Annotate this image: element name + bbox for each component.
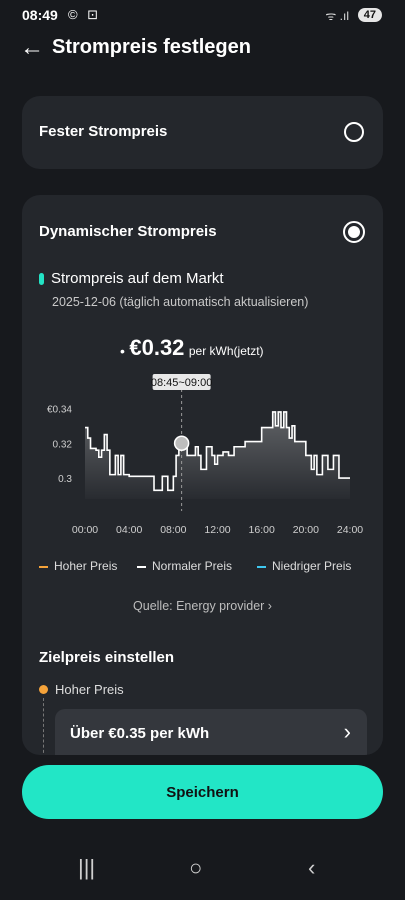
tooltip: 08:45~09:00 (151, 374, 212, 390)
x-tick-label: 00:00 (72, 524, 98, 536)
legend-low-swatch (257, 565, 266, 568)
y-tick-label: €0.34 (47, 404, 72, 415)
nav-back-icon[interactable]: ‹ (308, 855, 316, 880)
x-tick-label: 24:00 (337, 524, 363, 536)
legend-high: Hoher Preis (39, 559, 117, 573)
legend-normal-label: Normaler Preis (152, 559, 233, 573)
home-icon[interactable]: ○ (189, 855, 203, 880)
status-time: 08:49 (22, 7, 58, 23)
timeline-divider (43, 698, 44, 755)
price-bullet: • (120, 342, 125, 359)
recents-icon[interactable]: ||| (78, 855, 96, 880)
high-price-label: Hoher Preis (55, 682, 124, 697)
dynamic-price-label[interactable]: Dynamischer Strompreis (39, 223, 217, 240)
x-tick-label: 08:00 (160, 524, 186, 536)
legend-low: Niedriger Preis (257, 559, 351, 573)
current-price: • €0.32 per kWh(jetzt) (120, 335, 264, 361)
legend-normal-swatch (137, 565, 146, 568)
notification-icons: © ⊡ (68, 7, 102, 22)
chevron-right-icon: › (343, 719, 351, 744)
price-unit: per kWh(jetzt) (188, 344, 264, 358)
high-price-value: Über €0.35 per kWh (70, 725, 210, 742)
price-line (85, 411, 350, 492)
legend-high-label: Hoher Preis (54, 559, 118, 573)
price-chart[interactable]: €0.34 0.32 0.3 00:00 04:00 08:00 12:00 16:00 20:… (22, 371, 383, 551)
price-value: €0.32 (129, 335, 185, 360)
market-date: 2025-12-06 (täglich automatisch aktualis… (52, 295, 309, 309)
legend-high-swatch (39, 565, 48, 568)
target-price-title: Zielpreis einstellen (39, 649, 175, 666)
status-bar: 08:49 © ⊡ ᯤ .ıl 47 (0, 0, 405, 30)
x-tick-label: 04:00 (116, 524, 142, 536)
x-tick-label: 16:00 (249, 524, 275, 536)
fixed-price-option[interactable]: Fester Strompreis (22, 96, 383, 169)
high-price-setting[interactable]: Über €0.35 per kWh › (55, 709, 367, 755)
market-indicator (39, 273, 44, 285)
fixed-price-radio[interactable] (344, 122, 364, 142)
x-tick-label: 12:00 (204, 524, 230, 536)
fixed-price-label: Fester Strompreis (39, 123, 168, 140)
save-button[interactable]: Speichern (22, 765, 383, 819)
header: ← Strompreis festlegen (0, 32, 405, 66)
y-tick-label: 0.3 (58, 474, 72, 485)
battery-icon: 47 (357, 8, 382, 22)
legend-normal: Normaler Preis (137, 559, 232, 573)
high-price-dot (39, 685, 48, 694)
legend-low-label: Niedriger Preis (272, 559, 352, 573)
market-title: Strompreis auf dem Markt (51, 270, 224, 287)
dynamic-price-option: Dynamischer Strompreis Strompreis auf de… (22, 195, 383, 755)
signal-icon: ᯤ .ıl (325, 9, 349, 23)
system-nav-bar: ||| ○ ‹ (0, 855, 405, 895)
page-title: Strompreis festlegen (52, 36, 251, 58)
back-arrow-icon[interactable]: ← (20, 34, 44, 61)
x-tick-label: 20:00 (293, 524, 319, 536)
source-link[interactable]: Quelle: Energy provider › (133, 599, 272, 613)
tooltip-label: 08:45~09:00 (151, 377, 212, 389)
highlight-point[interactable] (173, 435, 190, 452)
dynamic-price-radio[interactable] (343, 221, 365, 243)
y-tick-label: 0.32 (53, 439, 73, 450)
